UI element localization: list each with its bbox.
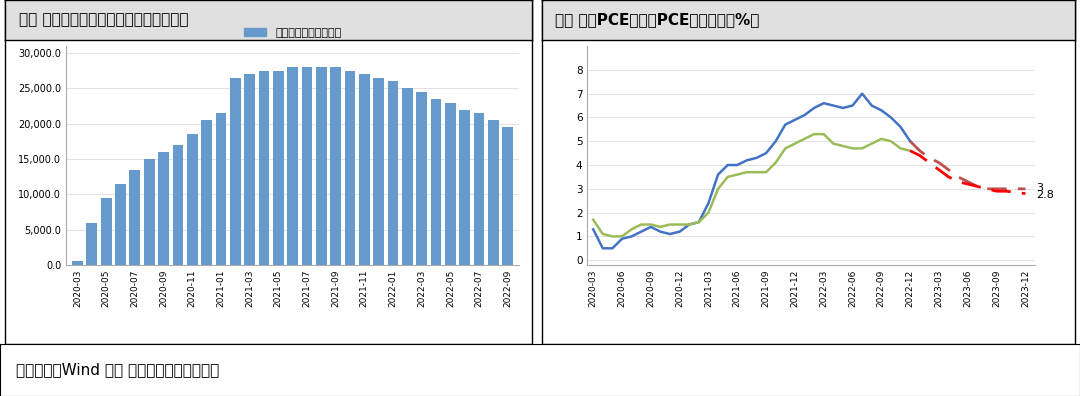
Bar [216, 113, 227, 265]
Bar [431, 99, 442, 265]
Bar [459, 110, 470, 265]
Text: 图： 美国居民累计超额储蓄（十亿美元）: 图： 美国居民累计超额储蓄（十亿美元） [18, 13, 188, 27]
Text: 3: 3 [1036, 183, 1043, 192]
Bar [502, 127, 513, 265]
Bar [72, 261, 83, 265]
Legend: 美国:PCE:当月同比, PCE预测, 美国:核心PCE:当月同比, 核心PCE预测: 美国:PCE:当月同比, PCE预测, 美国:核心PCE:当月同比, 核心PCE… [584, 0, 823, 3]
Bar [388, 82, 399, 265]
Bar [144, 159, 154, 265]
Bar [488, 120, 499, 265]
Bar [316, 67, 327, 265]
Bar [417, 92, 427, 265]
Legend: 美国居民累计超额储蓄: 美国居民累计超额储蓄 [240, 23, 346, 42]
Bar [359, 74, 369, 265]
Bar [86, 223, 97, 265]
Bar [244, 74, 255, 265]
Bar [258, 71, 269, 265]
Bar [201, 120, 212, 265]
Bar [173, 145, 184, 265]
Bar [345, 71, 355, 265]
Bar [273, 71, 284, 265]
Bar [301, 67, 312, 265]
Bar [187, 134, 198, 265]
Bar [130, 169, 140, 265]
Bar [330, 67, 341, 265]
Bar [287, 67, 298, 265]
Text: 数据来源：Wind 彭博 广发期货发展研究中心: 数据来源：Wind 彭博 广发期货发展研究中心 [16, 362, 219, 377]
Bar [374, 78, 384, 265]
Text: 2.8: 2.8 [1036, 190, 1054, 200]
Bar [402, 88, 413, 265]
Bar [474, 113, 485, 265]
Bar [100, 198, 111, 265]
Bar [445, 103, 456, 265]
Text: 图： 美国PCE与核心PCE同比预测（%）: 图： 美国PCE与核心PCE同比预测（%） [555, 13, 760, 27]
Bar [116, 184, 126, 265]
Bar [158, 152, 168, 265]
Bar [230, 78, 241, 265]
